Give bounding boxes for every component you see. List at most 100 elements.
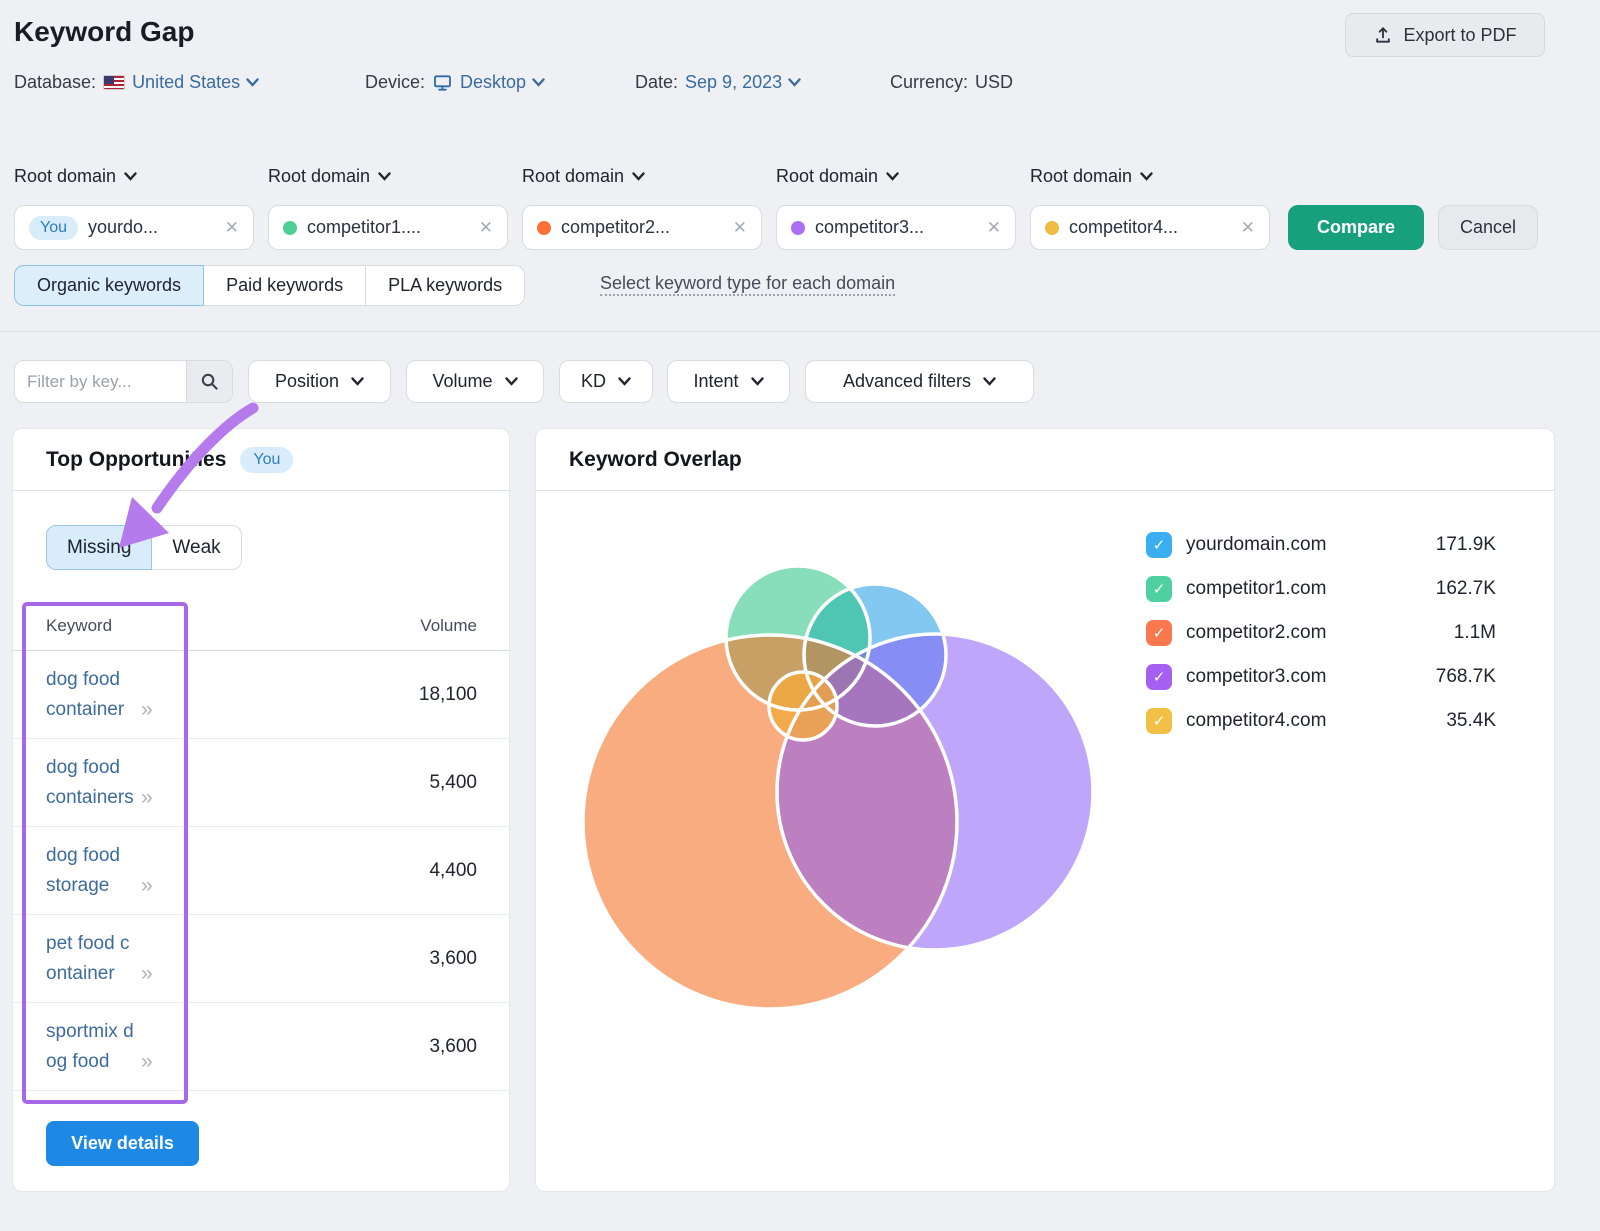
chevron-down-icon	[124, 172, 137, 181]
table-row: dog food storage» 4,400	[13, 827, 509, 915]
opportunities-table: Keyword Volume dog food container» 18,10…	[13, 601, 509, 1091]
volume-value: 4,400	[196, 860, 477, 882]
overlap-legend: ✓ yourdomain.com 171.9K ✓ competitor1.co…	[1146, 523, 1496, 743]
remove-domain-icon[interactable]: ✕	[225, 218, 239, 238]
tab-missing[interactable]: Missing	[46, 525, 152, 570]
competitor4-color-dot	[1045, 221, 1059, 235]
divider	[0, 331, 1600, 332]
chevron-down-icon	[378, 172, 391, 181]
chevron-down-icon	[983, 377, 996, 386]
root-domain-dropdown-5[interactable]: Root domain	[1030, 166, 1153, 187]
remove-domain-icon[interactable]: ✕	[733, 218, 747, 238]
chevron-down-icon	[788, 78, 801, 87]
expand-keyword-icon[interactable]: »	[141, 959, 153, 989]
table-row: dog food container» 18,100	[13, 651, 509, 739]
chevron-down-icon	[351, 377, 364, 386]
intent-filter-button[interactable]: Intent	[667, 360, 790, 403]
date-selector[interactable]: Date: Sep 9, 2023	[635, 72, 801, 93]
search-button[interactable]	[186, 361, 232, 402]
chevron-down-icon	[886, 172, 899, 181]
database-selector[interactable]: Database: United States	[14, 72, 259, 93]
keyword-link[interactable]: sportmix dog food»	[46, 1051, 153, 1072]
competitor3-color-dot	[791, 221, 805, 235]
domain-chip-competitor4[interactable]: competitor4... ✕	[1030, 205, 1270, 250]
domain-chip-yourdomain[interactable]: You yourdo... ✕	[14, 205, 254, 250]
keyword-link[interactable]: dog food storage»	[46, 875, 153, 896]
you-badge: You	[240, 447, 293, 473]
legend-item-competitor3: ✓ competitor3.com 768.7K	[1146, 655, 1496, 699]
volume-filter-button[interactable]: Volume	[406, 360, 544, 403]
legend-item-competitor2: ✓ competitor2.com 1.1M	[1146, 611, 1496, 655]
tab-weak[interactable]: Weak	[151, 525, 241, 570]
root-domain-dropdown-2[interactable]: Root domain	[268, 166, 391, 187]
tab-organic-keywords[interactable]: Organic keywords	[14, 265, 204, 306]
advanced-filters-button[interactable]: Advanced filters	[805, 360, 1034, 403]
chevron-down-icon	[632, 172, 645, 181]
tab-pla-keywords[interactable]: PLA keywords	[365, 265, 525, 306]
expand-keyword-icon[interactable]: »	[141, 1047, 153, 1077]
root-domain-dropdown-3[interactable]: Root domain	[522, 166, 645, 187]
domain-chip-competitor1[interactable]: competitor1.... ✕	[268, 205, 508, 250]
column-header-volume[interactable]: Volume	[196, 616, 477, 636]
checkbox-checked-icon[interactable]: ✓	[1146, 620, 1172, 646]
keyword-overlap-panel: Keyword Overlap ✓ yourdomain.com 171.9K …	[535, 428, 1555, 1192]
desktop-icon	[432, 73, 453, 93]
competitor1-color-dot	[283, 221, 297, 235]
us-flag-icon	[103, 75, 125, 90]
cancel-button[interactable]: Cancel	[1438, 205, 1538, 250]
view-details-button[interactable]: View details	[46, 1121, 199, 1166]
expand-keyword-icon[interactable]: »	[141, 871, 153, 901]
volume-value: 3,600	[196, 948, 477, 970]
page-title: Keyword Gap	[14, 16, 194, 48]
remove-domain-icon[interactable]: ✕	[1241, 218, 1255, 238]
chevron-down-icon	[751, 377, 764, 386]
export-to-pdf-button[interactable]: Export to PDF	[1345, 13, 1545, 57]
remove-domain-icon[interactable]: ✕	[987, 218, 1001, 238]
column-header-keyword[interactable]: Keyword	[46, 616, 196, 636]
position-filter-button[interactable]: Position	[248, 360, 391, 403]
domain-chip-competitor3[interactable]: competitor3... ✕	[776, 205, 1016, 250]
competitor2-color-dot	[537, 221, 551, 235]
keyword-overlap-title: Keyword Overlap	[569, 448, 742, 472]
expand-keyword-icon[interactable]: »	[141, 695, 153, 725]
keyword-gap-page: Keyword Gap Export to PDF Database: Unit…	[0, 0, 1600, 1231]
checkbox-checked-icon[interactable]: ✓	[1146, 664, 1172, 690]
chevron-down-icon	[1140, 172, 1153, 181]
domain-chip-competitor2[interactable]: competitor2... ✕	[522, 205, 762, 250]
compare-button[interactable]: Compare	[1288, 205, 1424, 250]
legend-item-yourdomain: ✓ yourdomain.com 171.9K	[1146, 523, 1496, 567]
checkbox-checked-icon[interactable]: ✓	[1146, 576, 1172, 602]
kd-filter-button[interactable]: KD	[559, 360, 653, 403]
device-selector[interactable]: Device: Desktop	[365, 72, 545, 93]
chevron-down-icon	[532, 78, 545, 87]
remove-domain-icon[interactable]: ✕	[479, 218, 493, 238]
keyword-filter-input[interactable]	[15, 361, 186, 402]
missing-weak-toggle: Missing Weak	[46, 525, 242, 570]
keyword-link[interactable]: dog food containers»	[46, 787, 153, 808]
top-opportunities-title: Top Opportunities	[46, 448, 226, 472]
legend-item-competitor4: ✓ competitor4.com 35.4K	[1146, 699, 1496, 743]
chevron-down-icon	[246, 78, 259, 87]
report-settings-bar: Database: United States Device: Desktop …	[0, 72, 1600, 100]
currency-indicator: Currency: USD	[890, 72, 1013, 93]
root-domain-dropdown-1[interactable]: Root domain	[14, 166, 137, 187]
tab-paid-keywords[interactable]: Paid keywords	[203, 265, 366, 306]
checkbox-checked-icon[interactable]: ✓	[1146, 532, 1172, 558]
select-keyword-type-link[interactable]: Select keyword type for each domain	[600, 273, 895, 296]
checkbox-checked-icon[interactable]: ✓	[1146, 708, 1172, 734]
table-header: Keyword Volume	[13, 601, 509, 651]
volume-value: 18,100	[196, 684, 477, 706]
expand-keyword-icon[interactable]: »	[141, 783, 153, 813]
table-row: sportmix dog food» 3,600	[13, 1003, 509, 1091]
keyword-type-tabs: Organic keywords Paid keywords PLA keywo…	[14, 265, 525, 306]
volume-value: 5,400	[196, 772, 477, 794]
root-domain-dropdown-4[interactable]: Root domain	[776, 166, 899, 187]
table-row: dog food containers» 5,400	[13, 739, 509, 827]
keyword-filter-box	[14, 360, 233, 403]
top-opportunities-panel: Top Opportunities You Missing Weak Keywo…	[12, 428, 510, 1192]
chevron-down-icon	[505, 377, 518, 386]
keyword-link[interactable]: pet food container»	[46, 963, 153, 984]
you-badge: You	[29, 216, 78, 240]
legend-item-competitor1: ✓ competitor1.com 162.7K	[1146, 567, 1496, 611]
keyword-link[interactable]: dog food container»	[46, 699, 153, 720]
